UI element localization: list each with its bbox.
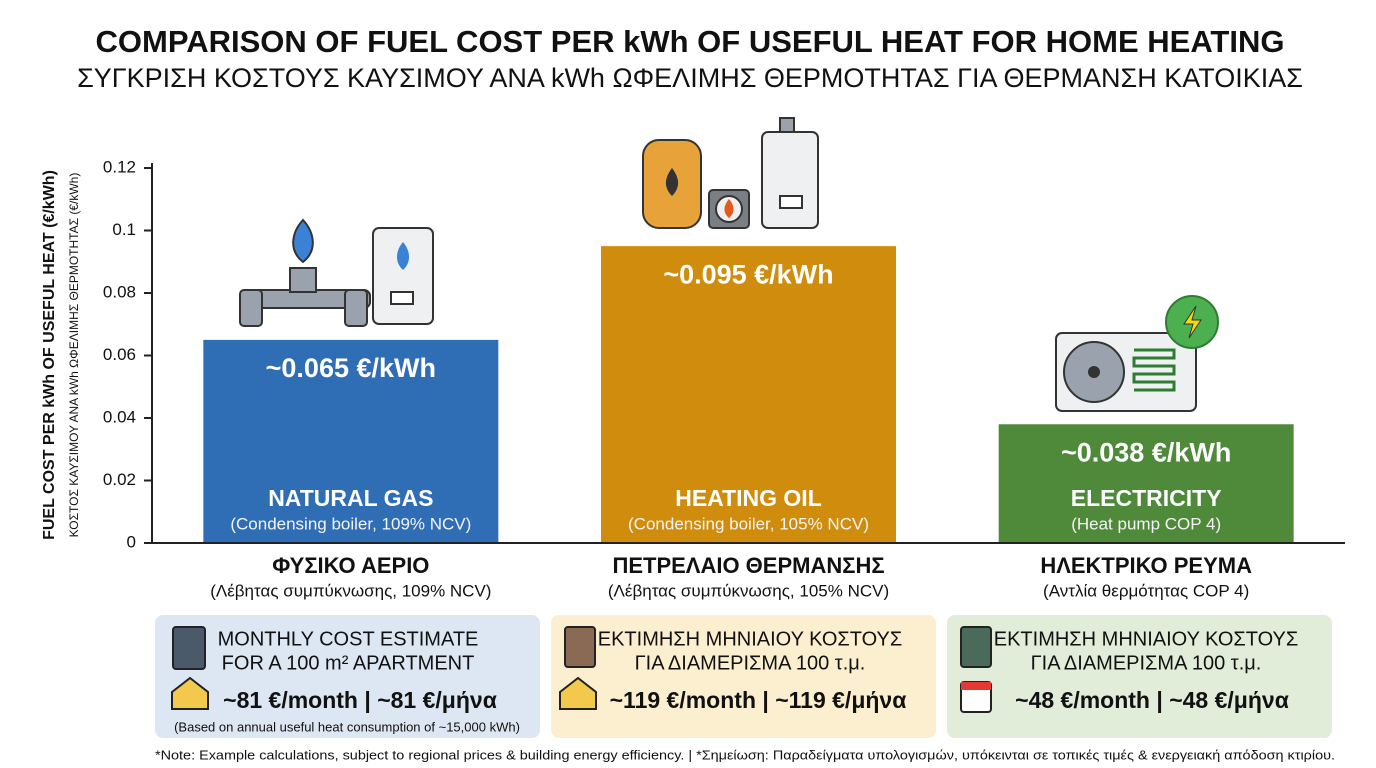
box-title: ΕΚΤΙΜΗΣΗ ΜΗΝΙΑΙΟΥ ΚΟΣΤΟΥΣ — [598, 628, 902, 650]
electricity-icon — [1055, 295, 1219, 412]
x-tick-label: ΦΥΣΙΚΟ ΑΕΡΙΟ — [272, 553, 429, 578]
bar-note: (Heat pump COP 4) — [1071, 514, 1221, 533]
oil-icon — [642, 117, 819, 229]
value-label: ~0.065 €/kWh — [266, 353, 436, 383]
box-title: MONTHLY COST ESTIMATE — [218, 628, 479, 650]
x-tick-note: (Λέβητας συμπύκνωσης, 109% NCV) — [210, 581, 491, 600]
cost-box: ΕΚΤΙΜΗΣΗ ΜΗΝΙΑΙΟΥ ΚΟΣΤΟΥΣ ΓΙΑ ΔΙΑΜΕΡΙΣΜΑ… — [551, 615, 936, 738]
bar — [601, 246, 896, 543]
x-tick-note: (Λέβητας συμπύκνωσης, 105% NCV) — [608, 581, 889, 600]
y-axis-label-greek: ΚΟΣΤΟΣ ΚΑΥΣΙΜΟΥ ΑΝΑ kWh ΩΦΕΛΙΜΗΣ ΘΕΡΜΟΤΗ… — [67, 173, 81, 538]
bar — [998, 424, 1294, 543]
y-tick-label: 0 — [127, 532, 136, 551]
cost-box: MONTHLY COST ESTIMATE FOR A 100 m² APART… — [155, 615, 540, 738]
value-label: ~0.095 €/kWh — [663, 259, 833, 289]
box-cost: ~48 €/month | ~48 €/μήνα — [1015, 687, 1289, 713]
bar-category: ELECTRICITY — [1071, 485, 1222, 511]
bar — [203, 339, 499, 543]
bar-category: NATURAL GAS — [268, 485, 433, 511]
y-tick-label: 0.04 — [103, 407, 136, 426]
y-tick-label: 0.02 — [103, 470, 136, 489]
cost-box: ΕΚΤΙΜΗΣΗ ΜΗΝΙΑΙΟΥ ΚΟΣΤΟΥΣ ΓΙΑ ΔΙΑΜΕΡΙΣΜΑ… — [947, 615, 1332, 738]
y-axis-label: FUEL COST PER kWh OF USEFUL HEAT (€/kWh) — [41, 170, 58, 540]
y-tick-label: 0.12 — [103, 157, 136, 176]
box-note: (Based on annual useful heat consumption… — [174, 719, 520, 734]
y-tick-label: 0.1 — [112, 220, 136, 239]
x-tick-label: ΠΕΤΡΕΛΑΙΟ ΘΕΡΜΑΝΣΗΣ — [612, 553, 884, 578]
y-tick-label: 0.06 — [103, 345, 136, 364]
y-tick-label: 0.08 — [103, 282, 136, 301]
x-tick-note: (Αντλία θερμότητας COP 4) — [1043, 581, 1249, 600]
x-tick-label: ΗΛΕΚΤΡΙΚΟ ΡΕΥΜΑ — [1040, 553, 1252, 578]
chart-title: COMPARISON OF FUEL COST PER kWh OF USEFU… — [96, 24, 1285, 59]
value-label: ~0.038 €/kWh — [1061, 437, 1231, 467]
gas-icon — [239, 218, 434, 327]
box-cost: ~81 €/month | ~81 €/μήνα — [223, 687, 497, 713]
footnote: *Note: Example calculations, subject to … — [155, 748, 1335, 762]
box-title: ΕΚΤΙΜΗΣΗ ΜΗΝΙΑΙΟΥ ΚΟΣΤΟΥΣ — [994, 628, 1298, 650]
box-cost: ~119 €/month | ~119 €/μήνα — [610, 687, 907, 713]
bar-note: (Condensing boiler, 105% NCV) — [628, 514, 869, 533]
box-title: ΓΙΑ ΔΙΑΜΕΡΙΣΜΑ 100 τ.μ. — [635, 652, 866, 674]
box-title: FOR A 100 m² APARTMENT — [222, 652, 475, 674]
bar-note: (Condensing boiler, 109% NCV) — [230, 514, 471, 533]
chart-subtitle: ΣΥΓΚΡΙΣΗ ΚΟΣΤΟΥΣ ΚΑΥΣΙΜΟΥ ΑΝΑ kWh ΩΦΕΛΙΜ… — [77, 63, 1303, 93]
bar-category: HEATING OIL — [675, 485, 822, 511]
box-title: ΓΙΑ ΔΙΑΜΕΡΙΣΜΑ 100 τ.μ. — [1031, 652, 1262, 674]
